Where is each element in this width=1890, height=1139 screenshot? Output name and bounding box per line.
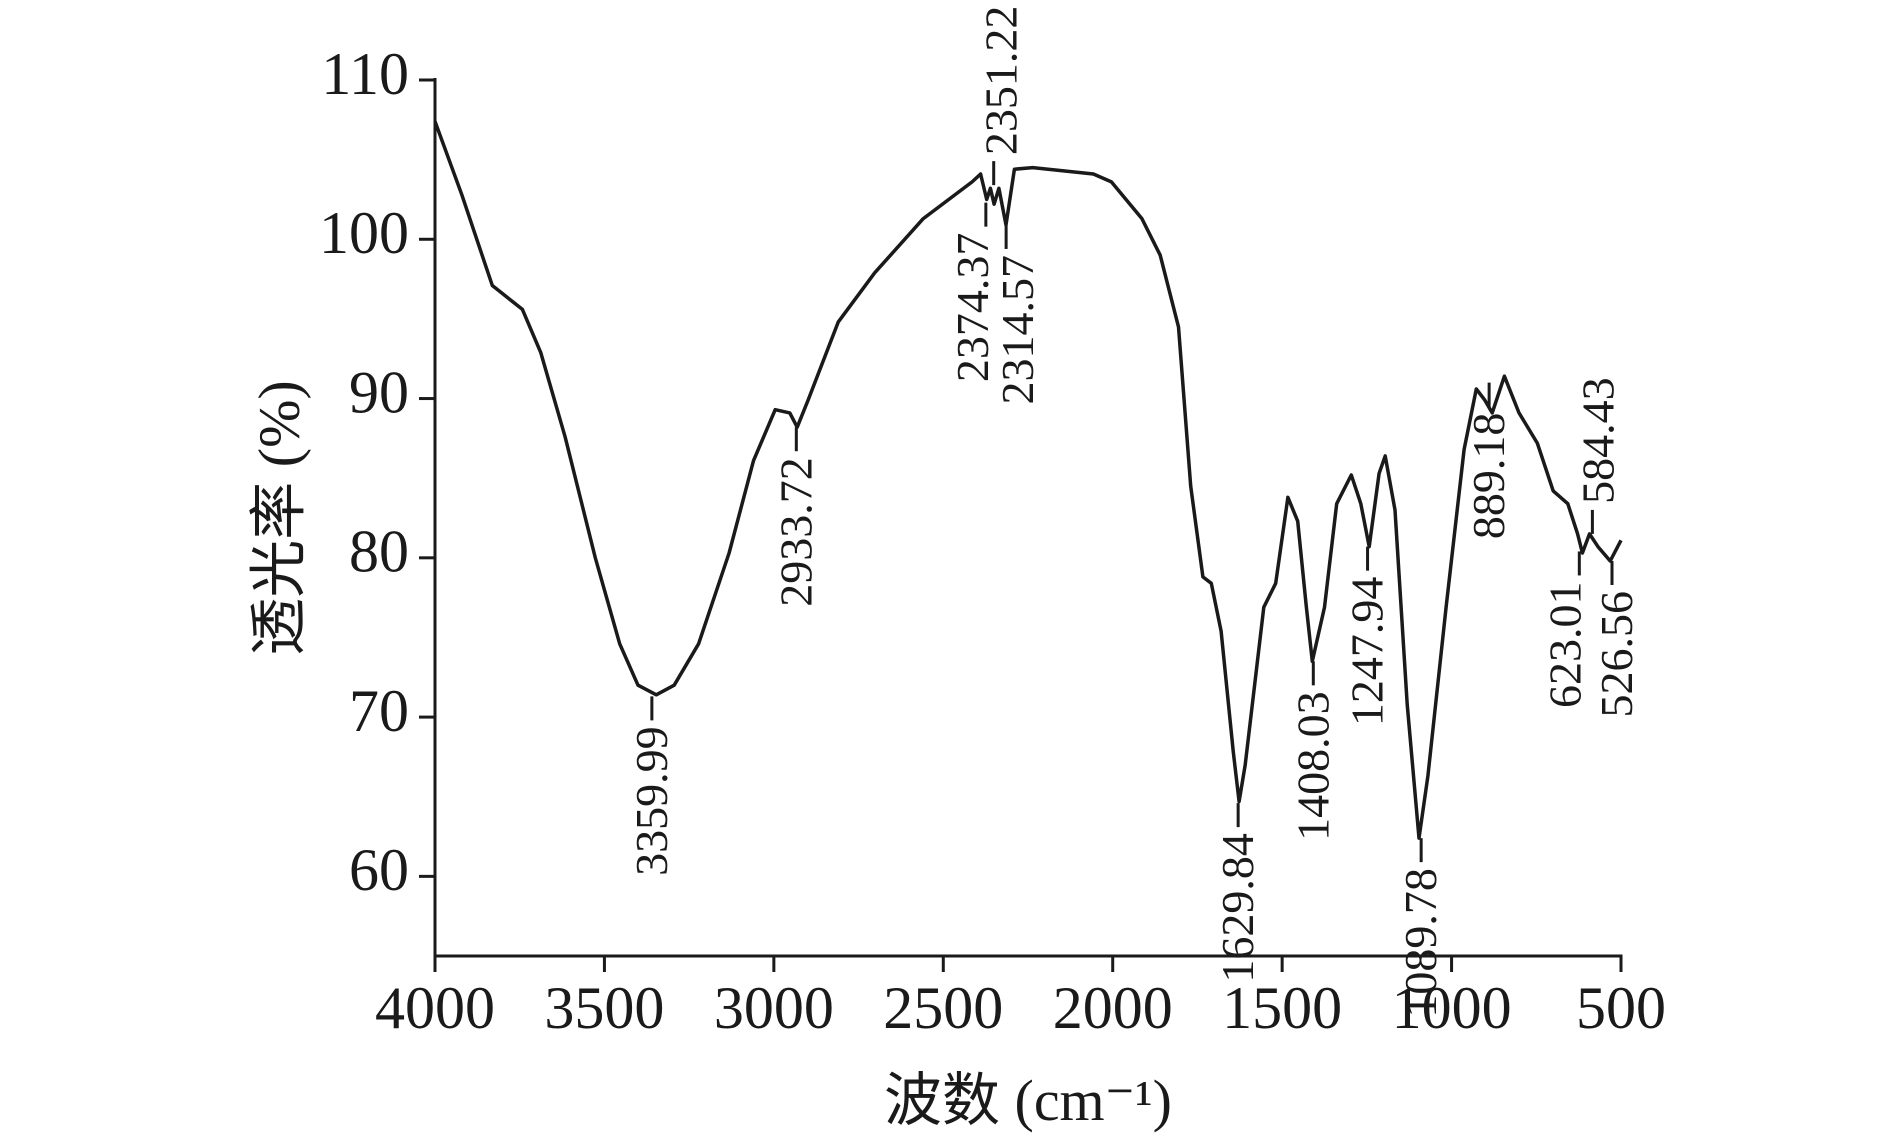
- x-tick-label: 4000: [375, 975, 495, 1041]
- peak-label: 1089.78: [1395, 868, 1446, 1018]
- peak-label: 2351.22: [976, 6, 1027, 156]
- spectrum-line: [433, 120, 1623, 840]
- y-tick-label: 60: [349, 837, 409, 903]
- peak-label: 889.18: [1463, 413, 1514, 539]
- peak-label: 1408.03: [1287, 691, 1338, 841]
- peak-label: 2374.37: [947, 233, 998, 383]
- y-tick-label: 80: [349, 519, 409, 585]
- x-axis-title: 波数 (cm⁻¹): [884, 1068, 1172, 1133]
- peak-label: 1629.84: [1212, 833, 1263, 983]
- peak-label: 526.56: [1591, 591, 1642, 718]
- y-tick-label: 90: [349, 359, 409, 425]
- y-tick-label: 110: [321, 41, 409, 107]
- peak-label: 2933.72: [770, 457, 821, 607]
- x-tick-label: 3500: [544, 975, 664, 1041]
- peak-label: 2314.57: [992, 255, 1043, 404]
- x-tick-label: 2500: [883, 975, 1003, 1041]
- x-tick-label: 1000: [1392, 975, 1512, 1041]
- peak-label: 1247.94: [1342, 577, 1393, 727]
- y-tick-label: 70: [349, 678, 409, 744]
- y-tick-label: 100: [319, 200, 409, 266]
- x-tick-label: 3000: [714, 975, 834, 1041]
- peak-label: 623.01: [1539, 581, 1590, 708]
- peak-label: 584.43: [1572, 377, 1623, 504]
- x-tick-label: 1500: [1222, 975, 1342, 1041]
- x-tick-label: 500: [1576, 975, 1666, 1041]
- peak-label: 3359.99: [626, 726, 677, 876]
- x-tick-label: 2000: [1053, 975, 1173, 1041]
- y-axis-title: 透光率 (%): [246, 380, 311, 655]
